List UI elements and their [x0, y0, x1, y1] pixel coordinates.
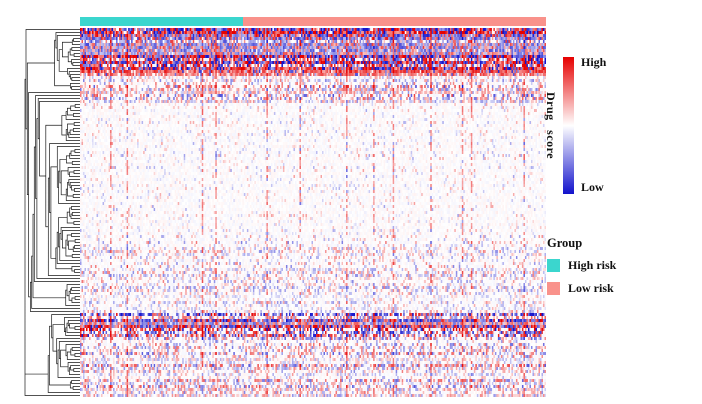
- column-annotation-bar: [80, 17, 546, 26]
- annotation-segment-high-risk: [80, 17, 244, 26]
- heatmap-matrix: [80, 28, 546, 397]
- row-dendrogram: [24, 28, 80, 397]
- group-legend-title: Group: [547, 236, 583, 250]
- colorbar-low-label: Low: [581, 180, 604, 194]
- legend-item-low-risk: Low risk: [547, 281, 616, 296]
- high-risk-swatch: [547, 259, 560, 272]
- annotation-segment-low-risk: [243, 17, 546, 26]
- colorbar-high-label: High: [581, 55, 607, 69]
- high-risk-label: High risk: [568, 258, 617, 272]
- legend-item-high-risk: High risk: [547, 258, 616, 273]
- low-risk-swatch: [547, 282, 560, 295]
- colorbar-title: Drug score: [544, 91, 558, 160]
- colorbar-gradient: [563, 57, 574, 194]
- group-legend: Group High risk Low risk: [547, 236, 616, 304]
- low-risk-label: Low risk: [568, 281, 614, 295]
